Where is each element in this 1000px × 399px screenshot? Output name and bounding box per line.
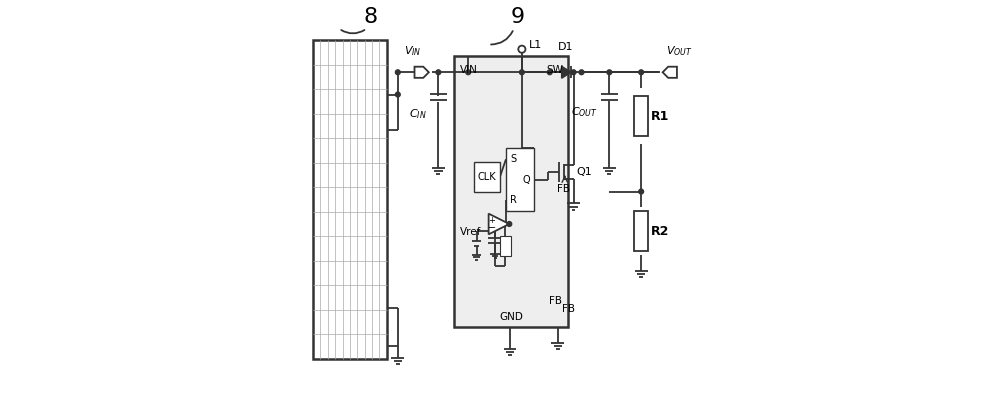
Text: SW: SW bbox=[547, 65, 564, 75]
Bar bbox=[634, 96, 648, 136]
Text: $V_{OUT}$: $V_{OUT}$ bbox=[666, 45, 692, 58]
Polygon shape bbox=[489, 213, 509, 234]
Text: Q1: Q1 bbox=[577, 167, 592, 177]
Circle shape bbox=[639, 189, 644, 194]
Polygon shape bbox=[663, 67, 677, 78]
Circle shape bbox=[571, 70, 576, 75]
Text: +: + bbox=[488, 216, 495, 225]
Circle shape bbox=[519, 70, 524, 75]
Circle shape bbox=[639, 70, 644, 75]
Text: FB: FB bbox=[549, 296, 562, 306]
Text: R1: R1 bbox=[651, 109, 669, 122]
Circle shape bbox=[518, 45, 525, 53]
Text: GND: GND bbox=[499, 312, 523, 322]
Text: 9: 9 bbox=[511, 7, 525, 27]
Circle shape bbox=[607, 70, 612, 75]
Bar bbox=[506, 148, 534, 211]
Circle shape bbox=[547, 70, 552, 75]
Text: $V_{IN}$: $V_{IN}$ bbox=[404, 45, 421, 58]
Circle shape bbox=[395, 70, 400, 75]
Text: R: R bbox=[510, 195, 517, 205]
Text: L1: L1 bbox=[529, 40, 542, 50]
Text: Q: Q bbox=[522, 175, 530, 185]
Text: 8: 8 bbox=[364, 7, 378, 27]
Text: VIN: VIN bbox=[460, 65, 478, 75]
Text: $C_{IN}$: $C_{IN}$ bbox=[409, 107, 426, 121]
Text: R2: R2 bbox=[651, 225, 669, 238]
Bar bbox=[313, 40, 387, 359]
Circle shape bbox=[507, 221, 512, 226]
Bar bbox=[474, 162, 500, 192]
Text: $C_{OUT}$: $C_{OUT}$ bbox=[571, 105, 597, 119]
Circle shape bbox=[395, 92, 400, 97]
Text: Vref: Vref bbox=[460, 227, 482, 237]
Text: −: − bbox=[488, 223, 496, 233]
Text: FB: FB bbox=[557, 184, 570, 194]
Bar bbox=[500, 236, 511, 256]
Polygon shape bbox=[415, 67, 429, 78]
Text: FB: FB bbox=[562, 304, 575, 314]
Text: D1: D1 bbox=[558, 42, 573, 52]
Polygon shape bbox=[562, 66, 571, 78]
Circle shape bbox=[466, 70, 471, 75]
Bar bbox=[454, 56, 568, 327]
Circle shape bbox=[436, 70, 441, 75]
Circle shape bbox=[579, 70, 584, 75]
Text: CLK: CLK bbox=[478, 172, 496, 182]
Text: S: S bbox=[510, 154, 516, 164]
Bar bbox=[634, 211, 648, 251]
